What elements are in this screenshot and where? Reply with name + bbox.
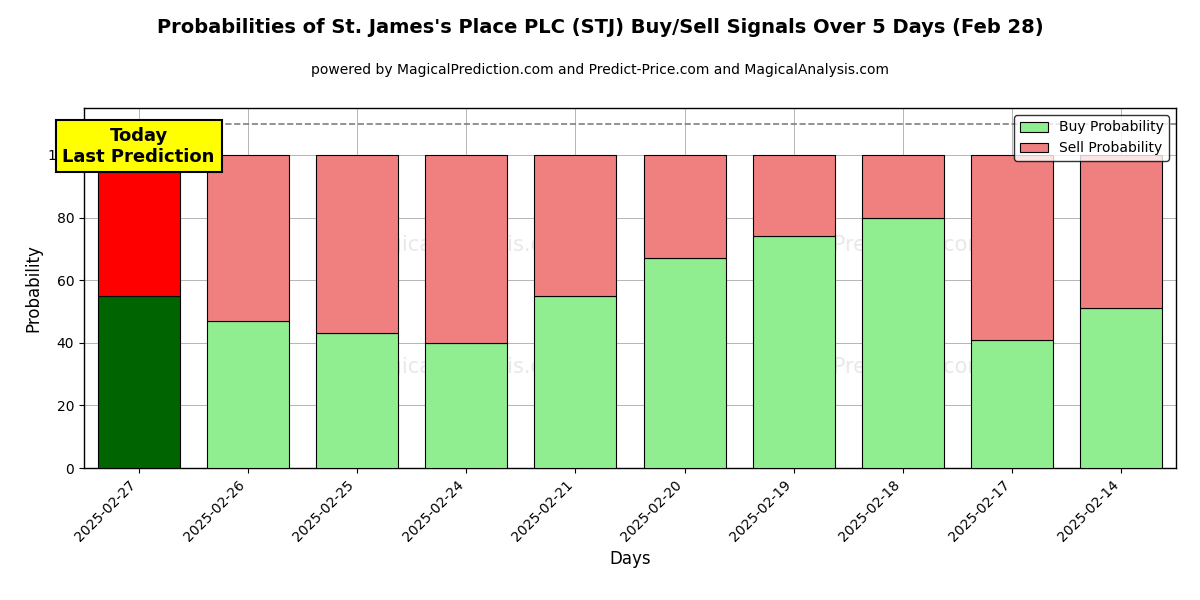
Text: Probabilities of St. James's Place PLC (STJ) Buy/Sell Signals Over 5 Days (Feb 2: Probabilities of St. James's Place PLC (… bbox=[157, 18, 1043, 37]
Bar bbox=[752, 236, 835, 468]
Bar bbox=[1080, 308, 1163, 468]
Bar bbox=[206, 321, 289, 468]
Y-axis label: Probability: Probability bbox=[24, 244, 42, 332]
Bar bbox=[643, 258, 726, 468]
Bar bbox=[316, 155, 398, 334]
Bar bbox=[425, 155, 508, 343]
Bar bbox=[971, 340, 1054, 468]
Text: MagicalAnalysis.com: MagicalAnalysis.com bbox=[358, 357, 575, 377]
Bar bbox=[97, 296, 180, 468]
X-axis label: Days: Days bbox=[610, 550, 650, 568]
Bar bbox=[752, 155, 835, 236]
Text: powered by MagicalPrediction.com and Predict-Price.com and MagicalAnalysis.com: powered by MagicalPrediction.com and Pre… bbox=[311, 63, 889, 77]
Bar bbox=[425, 343, 508, 468]
Text: MagicalPrediction.com: MagicalPrediction.com bbox=[752, 235, 988, 255]
Bar bbox=[643, 155, 726, 258]
Bar bbox=[534, 296, 617, 468]
Bar bbox=[97, 155, 180, 296]
Text: MagicalAnalysis.com: MagicalAnalysis.com bbox=[358, 235, 575, 255]
Bar bbox=[1080, 155, 1163, 308]
Legend: Buy Probability, Sell Probability: Buy Probability, Sell Probability bbox=[1014, 115, 1169, 161]
Text: Today
Last Prediction: Today Last Prediction bbox=[62, 127, 215, 166]
Bar bbox=[862, 155, 944, 218]
Text: MagicalPrediction.com: MagicalPrediction.com bbox=[752, 357, 988, 377]
Bar bbox=[534, 155, 617, 296]
Bar bbox=[862, 218, 944, 468]
Bar bbox=[316, 334, 398, 468]
Bar bbox=[971, 155, 1054, 340]
Bar bbox=[206, 155, 289, 321]
